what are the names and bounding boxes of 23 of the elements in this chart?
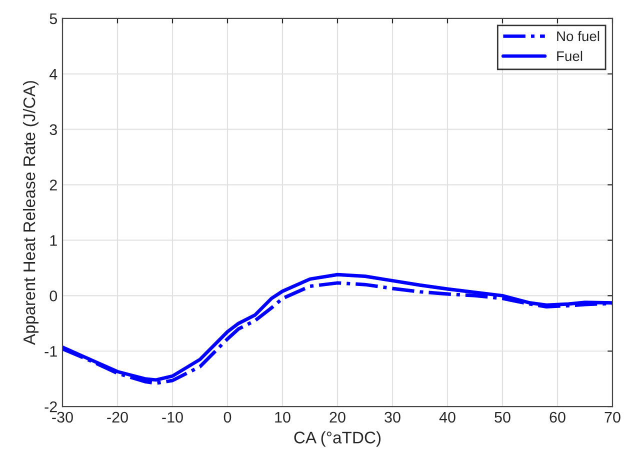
- y-tick-label: 1: [50, 235, 57, 246]
- x-tick-label: 0: [224, 412, 232, 423]
- y-tick-label: 2: [50, 180, 57, 190]
- x-tick-label: -20: [107, 412, 128, 423]
- x-tick-label: -30: [52, 412, 73, 423]
- y-tick-label: 0: [50, 290, 58, 302]
- y-tick-label: -1: [44, 346, 57, 357]
- y-tick-label: -2: [44, 401, 57, 412]
- x-tick-label: 30: [384, 412, 400, 423]
- y-tick-label: 3: [50, 124, 57, 136]
- x-tick-label: 50: [494, 412, 510, 423]
- y-tick-label: 5: [50, 14, 57, 24]
- x-tick-label: 40: [439, 412, 456, 423]
- x-tick-label: 60: [550, 412, 566, 423]
- y-axis-title: Apparent Heat Release Rate (J/CA): [22, 81, 38, 345]
- y-tick-label: 4: [49, 68, 58, 80]
- x-tick-label: -10: [162, 412, 183, 423]
- x-tick-label: 70: [604, 412, 620, 423]
- legend-label: No fuel: [557, 30, 600, 42]
- legend-label: Fuel: [557, 50, 582, 62]
- x-tick-label: 10: [275, 412, 290, 423]
- x-tick-label: 20: [330, 412, 346, 423]
- x-axis-title: CA (°aTDC): [294, 431, 381, 447]
